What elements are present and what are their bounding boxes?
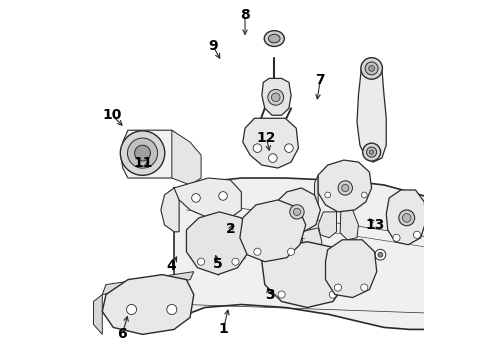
- Polygon shape: [102, 272, 194, 294]
- Ellipse shape: [269, 34, 280, 43]
- Circle shape: [361, 58, 382, 79]
- Text: 1: 1: [219, 322, 228, 336]
- Polygon shape: [187, 212, 250, 275]
- Circle shape: [278, 291, 285, 298]
- Circle shape: [167, 305, 177, 315]
- Polygon shape: [318, 160, 371, 212]
- Circle shape: [414, 231, 420, 238]
- Text: 6: 6: [118, 327, 127, 341]
- Text: 3: 3: [265, 288, 275, 302]
- Text: 11: 11: [133, 156, 152, 170]
- Circle shape: [268, 89, 284, 105]
- Polygon shape: [386, 190, 426, 245]
- Circle shape: [127, 138, 158, 168]
- Text: 10: 10: [102, 108, 122, 122]
- Circle shape: [224, 245, 230, 251]
- Circle shape: [254, 248, 261, 255]
- Circle shape: [471, 285, 480, 294]
- Circle shape: [269, 154, 277, 162]
- Polygon shape: [457, 258, 490, 324]
- Circle shape: [232, 258, 239, 265]
- Circle shape: [363, 143, 381, 161]
- Text: 7: 7: [316, 73, 325, 87]
- Polygon shape: [262, 242, 347, 307]
- Polygon shape: [262, 78, 291, 115]
- Text: 8: 8: [240, 8, 250, 22]
- Polygon shape: [161, 188, 179, 232]
- Polygon shape: [301, 228, 322, 260]
- Polygon shape: [172, 130, 201, 185]
- Circle shape: [294, 208, 300, 216]
- Circle shape: [219, 192, 227, 200]
- Circle shape: [399, 210, 415, 226]
- Polygon shape: [273, 188, 320, 232]
- Circle shape: [365, 62, 378, 75]
- Circle shape: [369, 150, 374, 154]
- Circle shape: [338, 181, 352, 195]
- Circle shape: [121, 131, 165, 175]
- Circle shape: [288, 248, 294, 255]
- Polygon shape: [272, 228, 293, 260]
- Polygon shape: [174, 178, 242, 218]
- Polygon shape: [315, 175, 318, 207]
- Circle shape: [402, 213, 411, 222]
- Circle shape: [378, 252, 383, 257]
- Text: 9: 9: [208, 39, 218, 53]
- Circle shape: [192, 194, 200, 202]
- Polygon shape: [121, 130, 190, 178]
- Circle shape: [285, 144, 293, 152]
- Circle shape: [253, 144, 262, 152]
- Circle shape: [271, 93, 280, 102]
- Circle shape: [197, 258, 205, 265]
- Circle shape: [334, 284, 342, 291]
- Circle shape: [126, 305, 137, 315]
- Circle shape: [135, 145, 150, 161]
- Circle shape: [342, 184, 349, 192]
- Text: 2: 2: [226, 222, 236, 237]
- Circle shape: [375, 249, 386, 260]
- Text: 13: 13: [365, 218, 385, 232]
- Polygon shape: [240, 200, 306, 262]
- Circle shape: [220, 241, 233, 254]
- Circle shape: [393, 234, 400, 241]
- Polygon shape: [102, 275, 194, 334]
- Text: 12: 12: [257, 131, 276, 145]
- Circle shape: [474, 310, 484, 319]
- Polygon shape: [174, 178, 490, 329]
- Circle shape: [362, 192, 367, 198]
- Polygon shape: [318, 212, 337, 238]
- Polygon shape: [243, 118, 298, 168]
- Circle shape: [361, 284, 368, 291]
- Circle shape: [367, 147, 377, 157]
- Circle shape: [290, 205, 304, 219]
- Polygon shape: [325, 240, 377, 298]
- Polygon shape: [340, 210, 359, 240]
- Polygon shape: [94, 294, 102, 334]
- Text: 4: 4: [167, 259, 176, 273]
- Ellipse shape: [264, 31, 284, 46]
- Circle shape: [329, 291, 337, 298]
- Polygon shape: [357, 68, 386, 162]
- Circle shape: [325, 192, 331, 198]
- Text: 5: 5: [213, 257, 223, 271]
- Circle shape: [369, 66, 374, 71]
